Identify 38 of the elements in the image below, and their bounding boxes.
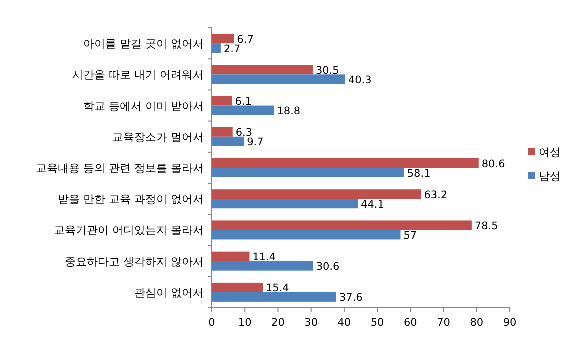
y-tick-label: 교육내용 등의 관련 정보를 몰라서 (36, 162, 204, 175)
data-label: 2.7 (224, 43, 241, 56)
y-tick-label: 중요하다고 생각하지 않아서 (65, 255, 204, 268)
y-tick-label: 받을 만한 교육 과정이 없어서 (58, 193, 204, 206)
data-label: 63.2 (424, 189, 448, 202)
x-tick-label: 80 (470, 317, 484, 329)
data-label: 57 (404, 230, 418, 242)
data-label: 18.8 (277, 106, 301, 118)
legend-label: 남성 (539, 170, 561, 183)
x-tick-label: 20 (272, 317, 285, 329)
data-label: 40.3 (348, 74, 372, 86)
data-label: 58.1 (407, 168, 431, 180)
data-label: 30.5 (316, 64, 340, 77)
x-tick-label: 30 (304, 317, 318, 329)
data-label: 6.7 (237, 34, 254, 46)
y-tick-label: 교육기관이 어디있는지 몰라서 (54, 224, 204, 238)
data-label: 78.5 (474, 220, 498, 232)
x-tick-label: 0 (208, 317, 216, 329)
x-tick-label: 50 (370, 317, 384, 329)
data-label: 30.6 (316, 261, 340, 274)
y-tick-label: 아이를 맡길 곳이 없어서 (84, 38, 204, 51)
data-label: 6.1 (235, 96, 252, 108)
x-tick-label: 10 (238, 317, 252, 329)
y-tick-label: 관심이 없어서 (134, 286, 204, 300)
data-label: 37.6 (340, 292, 364, 304)
x-tick-label: 60 (404, 317, 418, 329)
y-tick-label: 시간을 따로 내기 어려워서 (72, 68, 204, 82)
x-tick-label: 70 (437, 317, 450, 329)
y-tick-label: 교육장소가 멀어서 (112, 130, 204, 144)
data-label: 80.6 (482, 158, 506, 170)
x-tick-label: 90 (503, 317, 517, 329)
data-label: 15.4 (266, 282, 290, 295)
data-label: 44.1 (361, 198, 384, 211)
y-tick-label: 학교 등에서 이미 받아서 (84, 100, 204, 113)
x-tick-label: 40 (338, 317, 352, 329)
data-label: 9.7 (247, 136, 264, 149)
data-label: 11.4 (252, 252, 276, 264)
legend-label: 여성 (539, 146, 561, 159)
